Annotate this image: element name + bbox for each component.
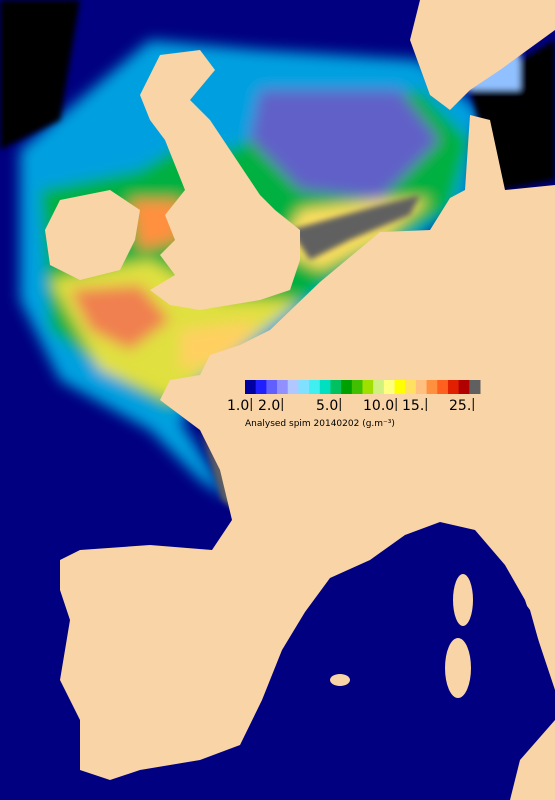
colorbar [245, 380, 481, 394]
colorbar-swatch [405, 380, 417, 394]
colorbar-ticks: 1.0 2.0 5.0 10.0 15. 25. [227, 398, 474, 414]
colorbar-swatch [330, 380, 342, 394]
colorbar-swatch [373, 380, 385, 394]
land [45, 0, 555, 780]
colorbar-swatch [245, 380, 257, 394]
colorbar-swatch [266, 380, 278, 394]
colorbar-swatch [447, 380, 460, 394]
colorbar-swatch [415, 380, 428, 394]
colorbar-tick-label: 2.0 [258, 398, 280, 414]
colorbar-swatch [437, 380, 449, 394]
colorbar-swatch [469, 380, 481, 394]
colorbar-tick-label: 25. [449, 398, 471, 414]
colorbar-swatch [362, 380, 374, 394]
colorbar-swatch [383, 380, 396, 394]
colorbar-swatch [394, 380, 406, 394]
colorbar-swatch [426, 380, 438, 394]
colorbar-swatch [277, 380, 289, 394]
colorbar-swatch [458, 380, 470, 394]
colorbar-tick-label: 10.0 [363, 398, 394, 414]
colorbar-swatch [351, 380, 363, 394]
colorbar-swatch [309, 380, 321, 394]
colorbar-tick-label: 5.0 [316, 398, 338, 414]
colorbar-swatch [298, 380, 310, 394]
colorbar-swatch [319, 380, 331, 394]
mediterranean [272, 535, 555, 800]
islands [330, 574, 555, 800]
colorbar-tick-label: 1.0 [227, 398, 249, 414]
colorbar-swatch [341, 380, 353, 394]
colorbar-swatch [255, 380, 267, 394]
colorbar-swatch [287, 380, 299, 394]
colorbar-caption: Analysed spim 20140202 (g.m⁻³) [245, 419, 395, 429]
colorbar-tick-label: 15. [402, 398, 424, 414]
